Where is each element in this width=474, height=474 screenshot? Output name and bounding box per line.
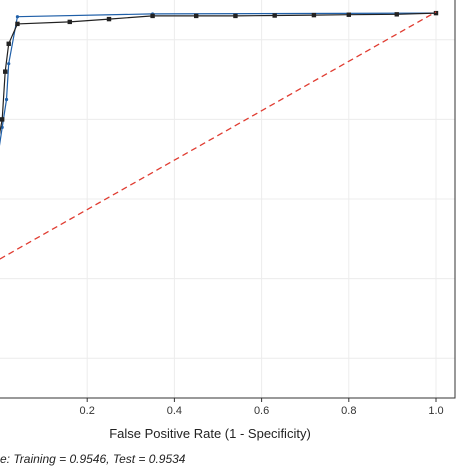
data-point — [311, 12, 317, 18]
x-axis-title: False Positive Rate (1 - Specificity) — [109, 426, 311, 441]
data-point — [3, 69, 8, 74]
data-point — [67, 19, 72, 25]
gridlines — [0, 0, 455, 398]
plot-frame — [0, 0, 456, 399]
x-tick-label: 1.0 — [428, 405, 443, 417]
data-point — [433, 10, 439, 16]
x-tick-label: 0.4 — [167, 405, 182, 417]
data-point — [7, 62, 11, 66]
data-point — [0, 117, 5, 122]
series-line-1 — [0, 12, 437, 135]
data-point — [150, 13, 155, 19]
series-line-0 — [0, 12, 437, 146]
data-point — [4, 97, 9, 102]
data-point — [6, 41, 11, 46]
x-axis: 0.2 0.4 0.6 0.8 1.0 — [80, 398, 444, 417]
data-point — [15, 21, 20, 27]
data-point — [15, 15, 20, 19]
data-point — [346, 12, 351, 17]
x-tick-label: 0.6 — [254, 405, 269, 417]
series-layer — [0, 10, 439, 260]
data-point — [394, 12, 399, 17]
series-line-2 — [0, 11, 437, 260]
auc-footnote: e: Training = 0.9546, Test = 0.9534 — [0, 452, 186, 466]
data-point — [233, 13, 238, 19]
data-point — [194, 13, 199, 19]
x-tick-label: 0.2 — [80, 405, 95, 417]
data-point — [106, 16, 112, 22]
data-point — [272, 13, 277, 18]
x-tick-label: 0.8 — [341, 405, 356, 417]
